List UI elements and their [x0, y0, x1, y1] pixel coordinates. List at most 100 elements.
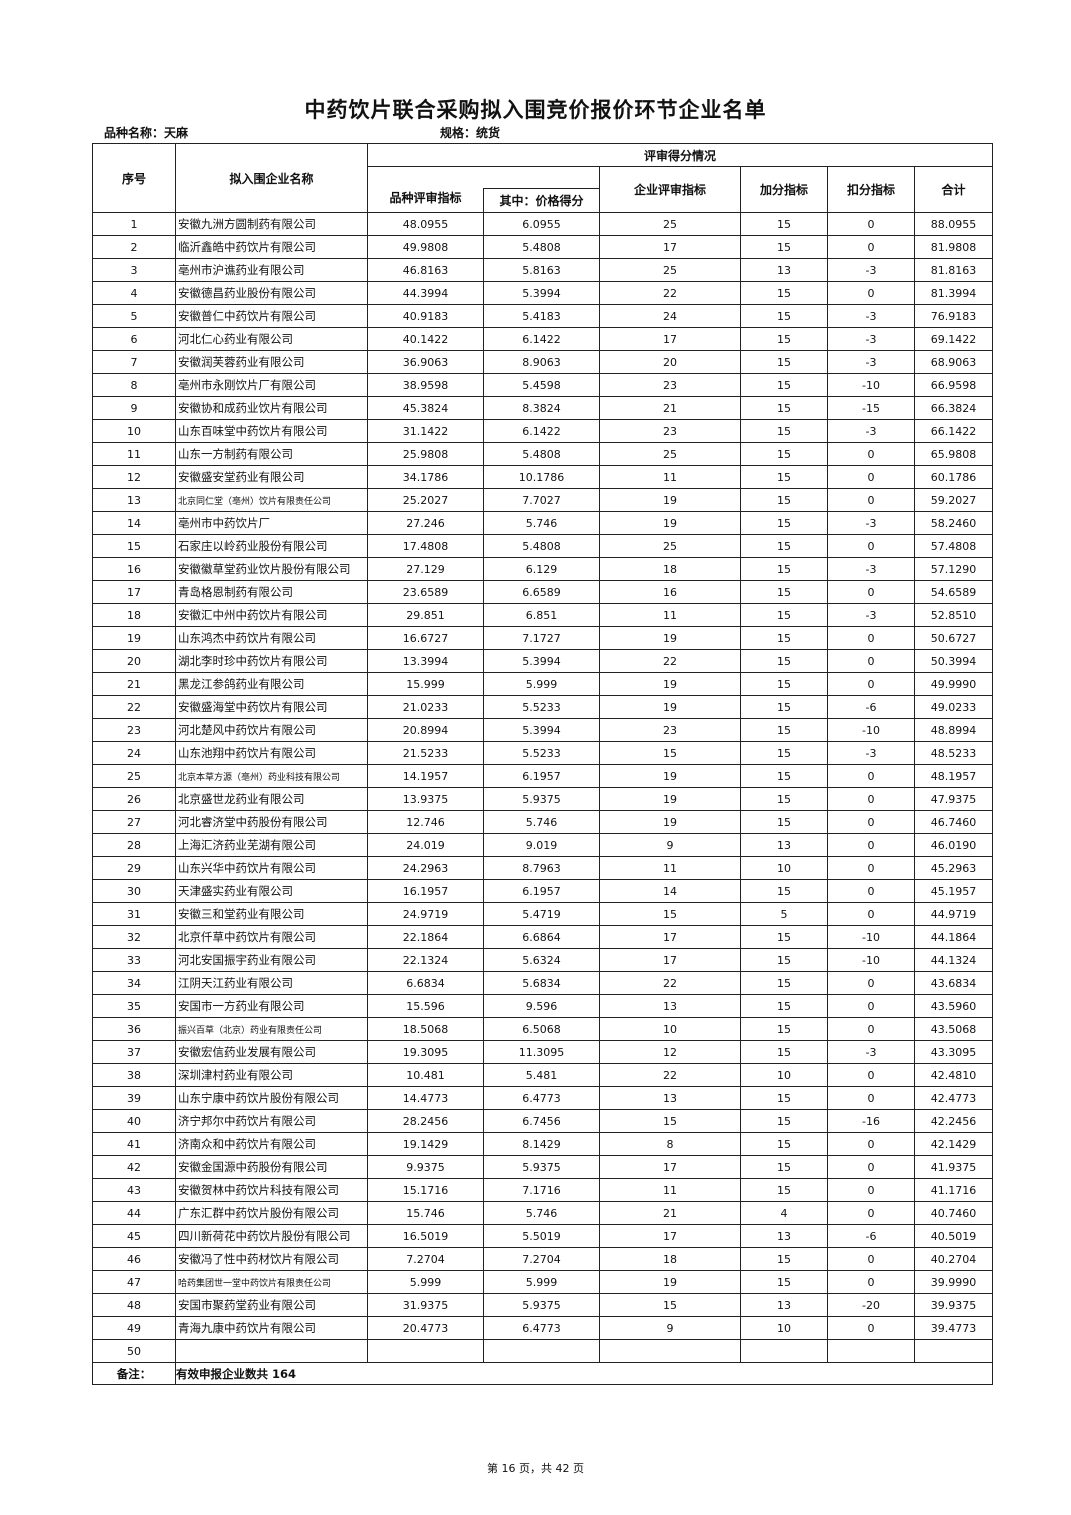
table-row: 47 哈药集团世一堂中药饮片有限责任公司 5.999 5.999 19 15 0 39.999…	[92, 1270, 993, 1294]
variety-score: 13.9375	[367, 787, 484, 811]
company-score: 25	[599, 534, 741, 558]
total: 69.1422	[914, 327, 993, 351]
company-score: 18	[599, 557, 741, 581]
variety-score: 49.9808	[367, 235, 484, 259]
deduction: 0	[827, 1178, 915, 1202]
deduction: 0	[827, 1063, 915, 1087]
variety-score: 25.2027	[367, 488, 484, 512]
row-no: 25	[92, 764, 176, 788]
deduction: -3	[827, 419, 915, 443]
deduction: 0	[827, 764, 915, 788]
company-score: 11	[599, 465, 741, 489]
row-no: 9	[92, 396, 176, 420]
table-row: 15 石家庄以岭药业股份有限公司 17.4808 5.4808 25 15 0 57.4808	[92, 534, 993, 558]
table-row: 46 安徽冯了性中药材饮片有限公司 7.2704 7.2704 18 15 0 40.2704	[92, 1247, 993, 1271]
table-row: 48 安国市聚药堂药业有限公司 31.9375 5.9375 15 13 -20 39.937…	[92, 1293, 993, 1317]
deduction: 0	[827, 787, 915, 811]
variety-score: 10.481	[367, 1063, 484, 1087]
deduction: 0	[827, 235, 915, 259]
table-row: 4 安徽德昌药业股份有限公司 44.3994 5.3994 22 15 0 81.3994	[92, 281, 993, 305]
row-no: 16	[92, 557, 176, 581]
table-row: 21 黑龙江参鸽药业有限公司 15.999 5.999 19 15 0 49.9990	[92, 672, 993, 696]
variety-score: 7.2704	[367, 1247, 484, 1271]
variety-score: 48.0955	[367, 212, 484, 236]
row-no: 28	[92, 833, 176, 857]
total: 57.4808	[914, 534, 993, 558]
company-score: 9	[599, 833, 741, 857]
variety-score: 15.1716	[367, 1178, 484, 1202]
header-no: 序号	[92, 143, 176, 213]
company-score: 21	[599, 396, 741, 420]
bonus: 15	[740, 626, 828, 650]
row-no: 32	[92, 925, 176, 949]
row-no: 49	[92, 1316, 176, 1340]
variety-info: 品种名称：天麻	[104, 124, 188, 141]
row-no: 17	[92, 580, 176, 604]
row-no: 26	[92, 787, 176, 811]
deduction: 0	[827, 902, 915, 926]
deduction: 0	[827, 281, 915, 305]
company-score: 19	[599, 695, 741, 719]
variety-score: 9.9375	[367, 1155, 484, 1179]
price-score: 5.746	[483, 810, 600, 834]
deduction: -15	[827, 396, 915, 420]
variety-score: 21.5233	[367, 741, 484, 765]
header-name: 拟入围企业名称	[175, 143, 368, 213]
price-score: 6.0955	[483, 212, 600, 236]
bonus: 15	[740, 1017, 828, 1041]
total: 43.6834	[914, 971, 993, 995]
company-score: 23	[599, 718, 741, 742]
table-row: 40 济宁邦尔中药饮片有限公司 28.2456 6.7456 15 15 -16 42.245…	[92, 1109, 993, 1133]
bonus: 10	[740, 1316, 828, 1340]
deduction: -3	[827, 350, 915, 374]
variety-score: 40.9183	[367, 304, 484, 328]
total: 39.4773	[914, 1316, 993, 1340]
bonus: 15	[740, 1247, 828, 1271]
bonus: 15	[740, 1178, 828, 1202]
table-row: 22 安徽盛海堂中药饮片有限公司 21.0233 5.5233 19 15 -6 49.023…	[92, 695, 993, 719]
company-name: 安徽冯了性中药材饮片有限公司	[175, 1247, 368, 1271]
company-name: 北京同仁堂（亳州）饮片有限责任公司	[175, 488, 368, 512]
total: 40.2704	[914, 1247, 993, 1271]
variety-score: 12.746	[367, 810, 484, 834]
table-row: 14 亳州市中药饮片厂 27.246 5.746 19 15 -3 58.2460	[92, 511, 993, 535]
table-row: 13 北京同仁堂（亳州）饮片有限责任公司 25.2027 7.7027 19 15 0 59.…	[92, 488, 993, 512]
price-score: 5.4808	[483, 442, 600, 466]
variety-value: 天麻	[164, 126, 189, 140]
variety-score: 19.3095	[367, 1040, 484, 1064]
company-score: 13	[599, 994, 741, 1018]
bonus: 15	[740, 787, 828, 811]
company-score: 17	[599, 1155, 741, 1179]
deduction: -6	[827, 1224, 915, 1248]
variety-score: 27.129	[367, 557, 484, 581]
deduction: 0	[827, 1270, 915, 1294]
enterprise-table: 序号 拟入围企业名称 评审得分情况 企业评审指标 加分指标 扣分指标 合计 品种…	[92, 143, 993, 1385]
deduction: 0	[827, 810, 915, 834]
row-no: 50	[92, 1339, 176, 1363]
company-name: 深圳津村药业有限公司	[175, 1063, 368, 1087]
row-no: 19	[92, 626, 176, 650]
deduction: -3	[827, 603, 915, 627]
table-row: 37 安徽宏信药业发展有限公司 19.3095 11.3095 12 15 -3 43.309…	[92, 1040, 993, 1064]
variety-score: 21.0233	[367, 695, 484, 719]
deduction: 0	[827, 580, 915, 604]
total: 49.9990	[914, 672, 993, 696]
table-row: 19 山东鸿杰中药饮片有限公司 16.6727 7.1727 19 15 0 50.6727	[92, 626, 993, 650]
total: 88.0955	[914, 212, 993, 236]
company-score: 25	[599, 212, 741, 236]
company-score: 19	[599, 511, 741, 535]
total: 46.7460	[914, 810, 993, 834]
company-name	[175, 1339, 368, 1363]
company-name: 北京盛世龙药业有限公司	[175, 787, 368, 811]
bonus	[740, 1339, 828, 1363]
company-name: 山东百味堂中药饮片有限公司	[175, 419, 368, 443]
variety-score: 38.9598	[367, 373, 484, 397]
company-score: 19	[599, 672, 741, 696]
price-score: 5.999	[483, 1270, 600, 1294]
bonus: 15	[740, 603, 828, 627]
company-name: 上海汇济药业芜湖有限公司	[175, 833, 368, 857]
header-total: 合计	[914, 166, 993, 213]
company-name: 山东鸿杰中药饮片有限公司	[175, 626, 368, 650]
total: 42.4773	[914, 1086, 993, 1110]
company-score: 21	[599, 1201, 741, 1225]
